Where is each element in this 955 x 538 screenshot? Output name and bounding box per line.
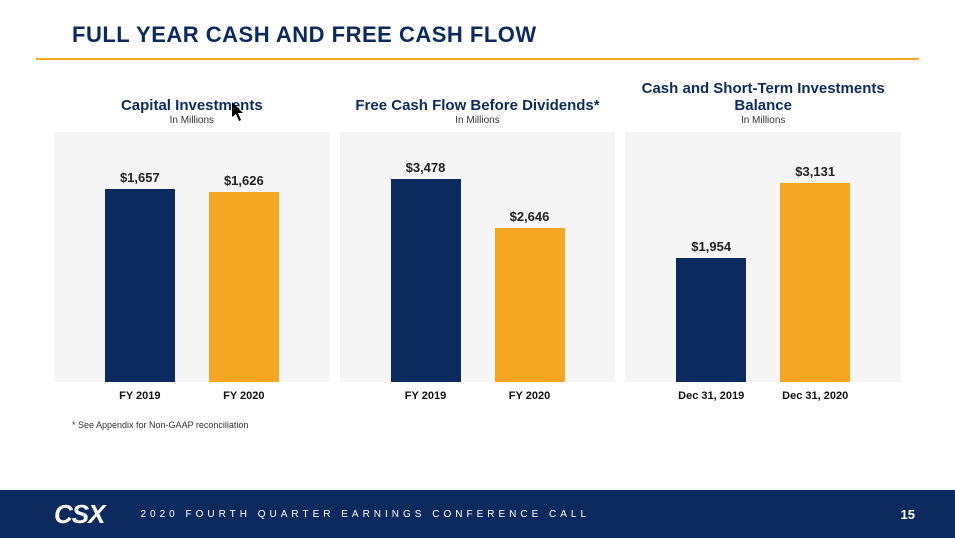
page-number: 15 <box>901 507 915 522</box>
category-label: Dec 31, 2019 <box>676 390 746 402</box>
bar: $3,478 <box>391 160 461 382</box>
category-label: FY 2020 <box>495 390 565 402</box>
bar-value-label: $1,626 <box>224 173 264 188</box>
bar: $2,646 <box>495 209 565 382</box>
chart-title: Cash and Short-Term Investments Balance <box>625 78 901 114</box>
bar-rect <box>391 179 461 382</box>
title-underline <box>36 58 919 60</box>
chart-panel: Free Cash Flow Before Dividends*In Milli… <box>340 78 616 402</box>
plot-area: $1,657 $1,626 <box>54 132 330 382</box>
bar-rect <box>105 189 175 382</box>
bar-value-label: $1,954 <box>691 239 731 254</box>
bar: $1,657 <box>105 170 175 382</box>
csx-logo: CSX <box>54 499 104 530</box>
footnote: * See Appendix for Non-GAAP reconciliati… <box>0 402 955 430</box>
category-row: FY 2019 FY 2020 <box>54 390 330 402</box>
category-label: FY 2020 <box>209 390 279 402</box>
footer-caption: 2020 FOURTH QUARTER EARNINGS CONFERENCE … <box>140 509 900 520</box>
chart-panel: Cash and Short-Term Investments BalanceI… <box>625 78 901 402</box>
plot-area: $1,954 $3,131 <box>625 132 901 382</box>
chart-subtitle: In Millions <box>455 115 499 126</box>
footer-bar: CSX 2020 FOURTH QUARTER EARNINGS CONFERE… <box>0 490 955 538</box>
chart-panel: Capital InvestmentsIn Millions$1,657$1,6… <box>54 78 330 402</box>
category-label: FY 2019 <box>391 390 461 402</box>
bar: $1,954 <box>676 239 746 382</box>
bar: $1,626 <box>209 173 279 382</box>
category-row: FY 2019 FY 2020 <box>340 390 616 402</box>
category-label: FY 2019 <box>105 390 175 402</box>
bar-rect <box>209 192 279 382</box>
bar-value-label: $2,646 <box>510 209 550 224</box>
bar-value-label: $3,131 <box>795 164 835 179</box>
bar: $3,131 <box>780 164 850 382</box>
category-label: Dec 31, 2020 <box>780 390 850 402</box>
bar-rect <box>780 183 850 382</box>
plot-area: $3,478 $2,646 <box>340 132 616 382</box>
chart-title: Free Cash Flow Before Dividends* <box>355 78 599 114</box>
chart-title: Capital Investments <box>121 78 263 114</box>
bar-value-label: $3,478 <box>406 160 446 175</box>
bar-rect <box>676 258 746 382</box>
chart-subtitle: In Millions <box>170 115 214 126</box>
charts-row: Capital InvestmentsIn Millions$1,657$1,6… <box>0 78 955 402</box>
chart-subtitle: In Millions <box>741 115 785 126</box>
slide-title: FULL YEAR CASH AND FREE CASH FLOW <box>0 0 955 58</box>
bar-value-label: $1,657 <box>120 170 160 185</box>
category-row: Dec 31, 2019 Dec 31, 2020 <box>625 390 901 402</box>
bar-rect <box>495 228 565 382</box>
